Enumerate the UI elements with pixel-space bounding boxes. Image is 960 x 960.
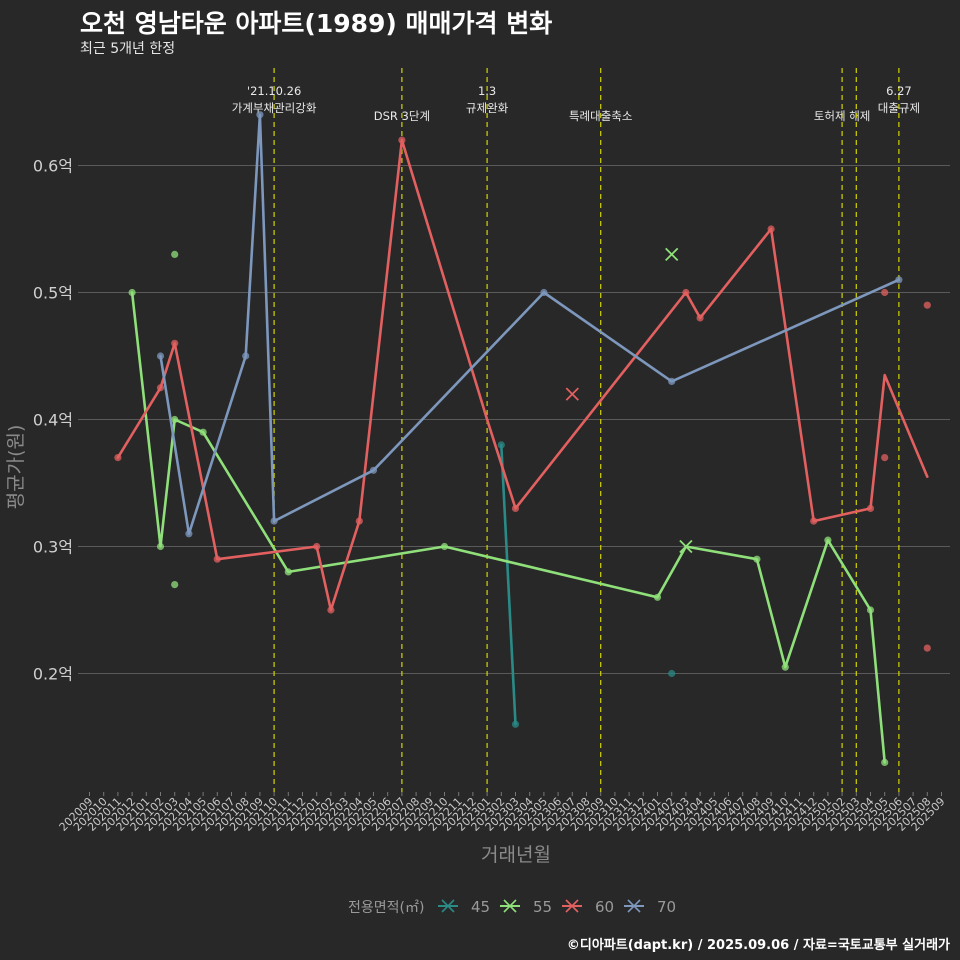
data-point-60: [511, 504, 520, 512]
chart-title: 오천 영남타운 아파트(1989) 매매가격 변화: [80, 9, 553, 38]
x-axis-label: 거래년월: [481, 844, 551, 866]
event-annotation: '21.10.26: [247, 84, 301, 98]
event-annotation: 대출규제: [878, 101, 920, 115]
legend: 전용면적(㎡) 45 55 60 70: [348, 898, 676, 916]
data-point-55: [753, 555, 761, 563]
data-point-60: [213, 555, 221, 563]
legend-title: 전용면적(㎡): [348, 900, 424, 916]
chart-subtitle: 최근 5개년 한정: [80, 41, 176, 57]
data-point-60: [682, 288, 690, 297]
data-point-55: [171, 250, 179, 258]
series-line-45: [499, 443, 517, 726]
data-point-60: [327, 606, 335, 614]
cross-marker-60: [565, 387, 579, 401]
data-point-60: [810, 517, 818, 525]
data-point-60: [923, 644, 931, 652]
data-point-60: [313, 542, 321, 551]
y-tick-label: 0.4억: [33, 411, 73, 430]
event-annotation: 규제완화: [466, 101, 509, 115]
data-point-55: [199, 428, 207, 436]
data-point-70: [270, 517, 278, 525]
y-tick-label: 0.6억: [33, 157, 73, 176]
data-point-55: [866, 606, 875, 614]
legend-key-cross-60: [565, 899, 579, 913]
data-point-45: [497, 441, 505, 449]
data-point-60: [355, 517, 363, 525]
data-point-45: [511, 720, 520, 728]
data-point-55: [781, 663, 789, 671]
data-point-55: [653, 593, 662, 601]
data-point-60: [923, 301, 931, 309]
cross-marker-55: [679, 539, 693, 554]
data-point-55: [171, 581, 179, 589]
data-point-55: [128, 288, 136, 297]
event-annotation: 특례대출축소: [569, 109, 632, 123]
data-point-70: [369, 466, 378, 474]
data-point-70: [156, 352, 165, 360]
legend-label-70: 70: [657, 898, 676, 916]
data-point-60: [398, 136, 406, 144]
series-layer: [114, 111, 931, 767]
data-point-70: [668, 377, 676, 385]
series-line-70: [159, 113, 901, 536]
data-point-55: [284, 568, 292, 576]
data-point-60: [171, 339, 179, 347]
source-footer: ©디아파트(dapt.kr) / 2025.09.06 / 자료=국토교통부 실…: [566, 938, 950, 953]
data-point-60: [696, 314, 704, 322]
data-point-55: [440, 542, 449, 551]
y-tick-label: 0.5억: [33, 284, 73, 303]
data-point-55: [171, 415, 179, 424]
data-point-45: [668, 669, 676, 678]
event-annotation: 토허제 해제: [814, 109, 871, 123]
cross-marker-55: [665, 247, 679, 262]
x-tick-layer: 2020092020102020112020122021012021022021…: [57, 792, 948, 834]
series-line-55: [130, 291, 887, 764]
data-point-60: [866, 504, 875, 512]
legend-label-45: 45: [471, 898, 490, 916]
data-point-55: [156, 542, 165, 551]
legend-label-60: 60: [595, 898, 614, 916]
event-annotation: DSR 3단계: [374, 109, 430, 123]
legend-key-cross-45: [441, 899, 455, 913]
data-point-70: [895, 276, 903, 284]
event-annotation: 6.27: [886, 84, 912, 98]
data-point-60: [767, 225, 775, 233]
data-point-60: [881, 454, 889, 462]
y-axis-label: 평균가(원): [5, 425, 27, 510]
data-point-60: [156, 384, 165, 392]
event-annotation: 1.3: [478, 84, 496, 98]
y-tick-label: 0.2억: [33, 665, 73, 684]
data-point-60: [881, 288, 889, 297]
data-point-55: [824, 536, 832, 544]
data-point-70: [242, 352, 250, 360]
legend-key-cross-70: [627, 899, 641, 913]
data-point-70: [256, 111, 264, 119]
legend-key-cross-55: [503, 899, 517, 913]
data-point-60: [114, 454, 122, 462]
legend-label-55: 55: [533, 898, 552, 916]
data-point-70: [185, 530, 193, 538]
data-point-70: [540, 288, 548, 297]
event-annotation: 가계부채관리강화: [232, 101, 317, 115]
data-point-55: [881, 758, 889, 767]
y-tick-label: 0.3억: [33, 538, 73, 557]
